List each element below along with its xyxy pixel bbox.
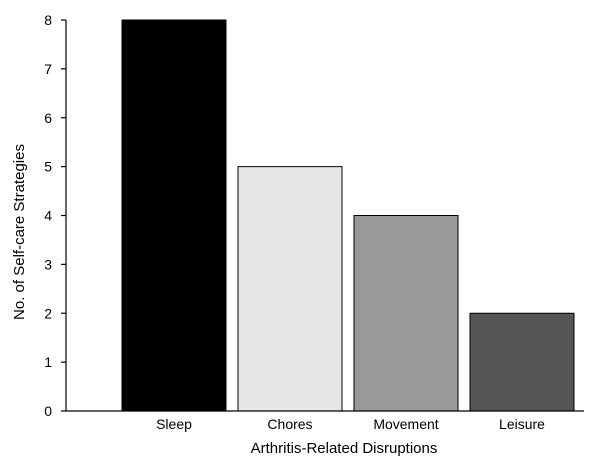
bar-leisure [469,312,575,412]
bar-movement [353,215,459,412]
y-tick-label: 4 [44,208,52,224]
bar-sleep [121,19,227,412]
x-tick-label: Sleep [156,416,192,432]
y-tick-label: 3 [44,256,52,272]
y-tick-label: 5 [44,159,52,175]
y-tick-label: 0 [44,403,52,419]
x-tick-label: Chores [267,416,312,432]
x-axis-tick-labels: Sleep Chores Movement Leisure [156,416,545,432]
y-tick-label: 2 [44,305,52,321]
x-axis-label: Arthritis-Related Disruptions [251,440,438,457]
x-tick-label: Movement [373,416,438,432]
y-axis-label: No. of Self-care Strategies [11,144,28,320]
x-tick-label: Leisure [499,416,545,432]
y-axis-ticks: 0 1 2 3 4 5 6 7 8 [44,12,66,419]
y-tick-label: 7 [44,61,52,77]
bar-chores [237,166,343,412]
y-tick-label: 6 [44,110,52,126]
y-tick-label: 1 [44,354,52,370]
bars [121,19,575,412]
y-tick-label: 8 [44,12,52,28]
